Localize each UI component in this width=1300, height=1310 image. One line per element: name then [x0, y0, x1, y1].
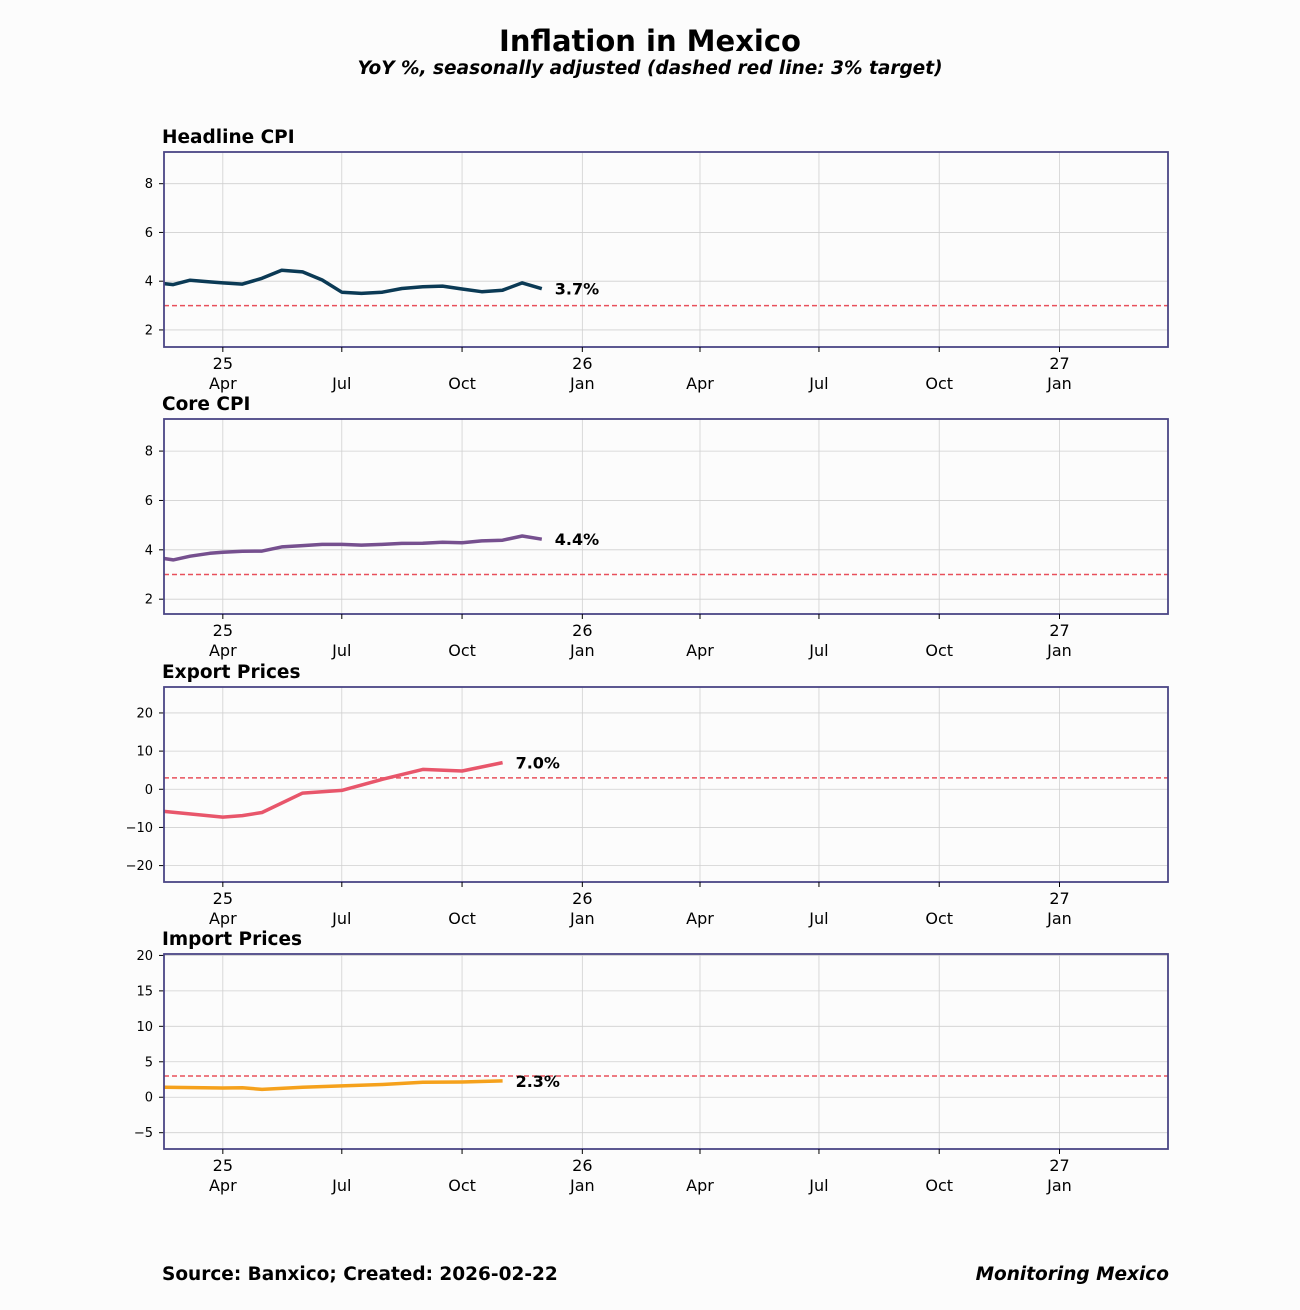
panel-frame	[163, 151, 1169, 348]
x-tick-month: Apr	[209, 909, 237, 928]
x-tick-year: 27	[1049, 621, 1069, 640]
x-tick-month: Jan	[1046, 1176, 1072, 1195]
y-tick-label: −5	[134, 1126, 153, 1141]
panel-title: Export Prices	[162, 662, 300, 683]
panel-frame	[163, 686, 1169, 883]
x-tick-month: Jan	[569, 374, 595, 393]
panel-frame	[163, 418, 1169, 615]
x-tick-year: 27	[1049, 889, 1069, 908]
x-tick-month: Jan	[1046, 374, 1072, 393]
x-tick-month: Jul	[808, 374, 828, 393]
brand-label: Monitoring Mexico	[975, 1264, 1169, 1285]
panel-title: Import Prices	[162, 929, 302, 950]
x-tick-month: Oct	[448, 909, 476, 928]
y-tick-label: 4	[145, 543, 153, 558]
x-tick-month: Jan	[569, 641, 595, 660]
x-tick-month: Jan	[1046, 641, 1072, 660]
y-tick-label: 8	[145, 177, 153, 192]
y-tick-label: 10	[136, 1020, 153, 1035]
y-tick-label: 10	[136, 745, 153, 760]
x-tick-month: Apr	[209, 1176, 237, 1195]
end-value-label: 4.4%	[555, 530, 599, 549]
x-tick-month: Jul	[331, 374, 351, 393]
x-tick-month: Oct	[448, 374, 476, 393]
source-note: Source: Banxico; Created: 2026-02-22	[162, 1264, 558, 1285]
end-value-label: 7.0%	[516, 754, 560, 773]
y-tick-label: 20	[136, 949, 153, 964]
panel-title: Core CPI	[162, 394, 250, 415]
series-line	[163, 268, 543, 296]
x-tick-year: 25	[213, 621, 233, 640]
panel-title: Headline CPI	[162, 127, 295, 148]
y-tick-label: 2	[145, 593, 153, 608]
x-tick-month: Apr	[686, 641, 714, 660]
x-tick-year: 26	[572, 1156, 592, 1175]
x-tick-year: 26	[572, 354, 592, 373]
x-tick-month: Oct	[448, 1176, 476, 1195]
x-tick-month: Apr	[209, 374, 237, 393]
series-line	[163, 534, 543, 562]
y-tick-label: 5	[145, 1055, 153, 1070]
y-tick-label: 2	[145, 323, 153, 338]
x-tick-month: Oct	[925, 641, 953, 660]
x-tick-month: Jan	[569, 1176, 595, 1195]
x-tick-year: 26	[572, 889, 592, 908]
x-tick-year: 25	[213, 889, 233, 908]
x-tick-month: Apr	[686, 1176, 714, 1195]
x-tick-year: 27	[1049, 354, 1069, 373]
x-tick-month: Jul	[331, 641, 351, 660]
x-tick-year: 25	[213, 1156, 233, 1175]
x-tick-month: Apr	[209, 641, 237, 660]
x-tick-month: Jul	[808, 641, 828, 660]
x-tick-year: 27	[1049, 1156, 1069, 1175]
x-tick-month: Oct	[448, 641, 476, 660]
x-tick-month: Jul	[331, 909, 351, 928]
end-value-label: 3.7%	[555, 280, 599, 299]
y-tick-label: 4	[145, 275, 153, 290]
y-tick-label: −10	[126, 821, 153, 836]
x-tick-month: Oct	[925, 374, 953, 393]
y-tick-label: 8	[145, 445, 153, 460]
y-tick-label: 6	[145, 494, 153, 509]
y-tick-label: 6	[145, 226, 153, 241]
y-tick-label: 0	[145, 1091, 153, 1106]
x-tick-year: 25	[213, 354, 233, 373]
x-tick-month: Jul	[331, 1176, 351, 1195]
series-line	[163, 760, 503, 819]
y-tick-label: 15	[136, 984, 153, 999]
panel-frame	[163, 953, 1169, 1150]
y-tick-label: 20	[136, 706, 153, 721]
x-tick-month: Apr	[686, 374, 714, 393]
y-tick-label: −20	[126, 859, 153, 874]
series-line	[163, 1079, 503, 1092]
x-tick-month: Jul	[808, 909, 828, 928]
x-tick-month: Apr	[686, 909, 714, 928]
x-tick-month: Oct	[925, 1176, 953, 1195]
x-tick-year: 26	[572, 621, 592, 640]
end-value-label: 2.3%	[516, 1072, 560, 1091]
chart-title: Inflation in Mexico	[499, 24, 801, 58]
x-tick-month: Jan	[569, 909, 595, 928]
x-tick-month: Jan	[1046, 909, 1072, 928]
y-tick-label: 0	[145, 783, 153, 798]
x-tick-month: Oct	[925, 909, 953, 928]
x-tick-month: Jul	[808, 1176, 828, 1195]
chart-subtitle: YoY %, seasonally adjusted (dashed red l…	[357, 58, 943, 79]
